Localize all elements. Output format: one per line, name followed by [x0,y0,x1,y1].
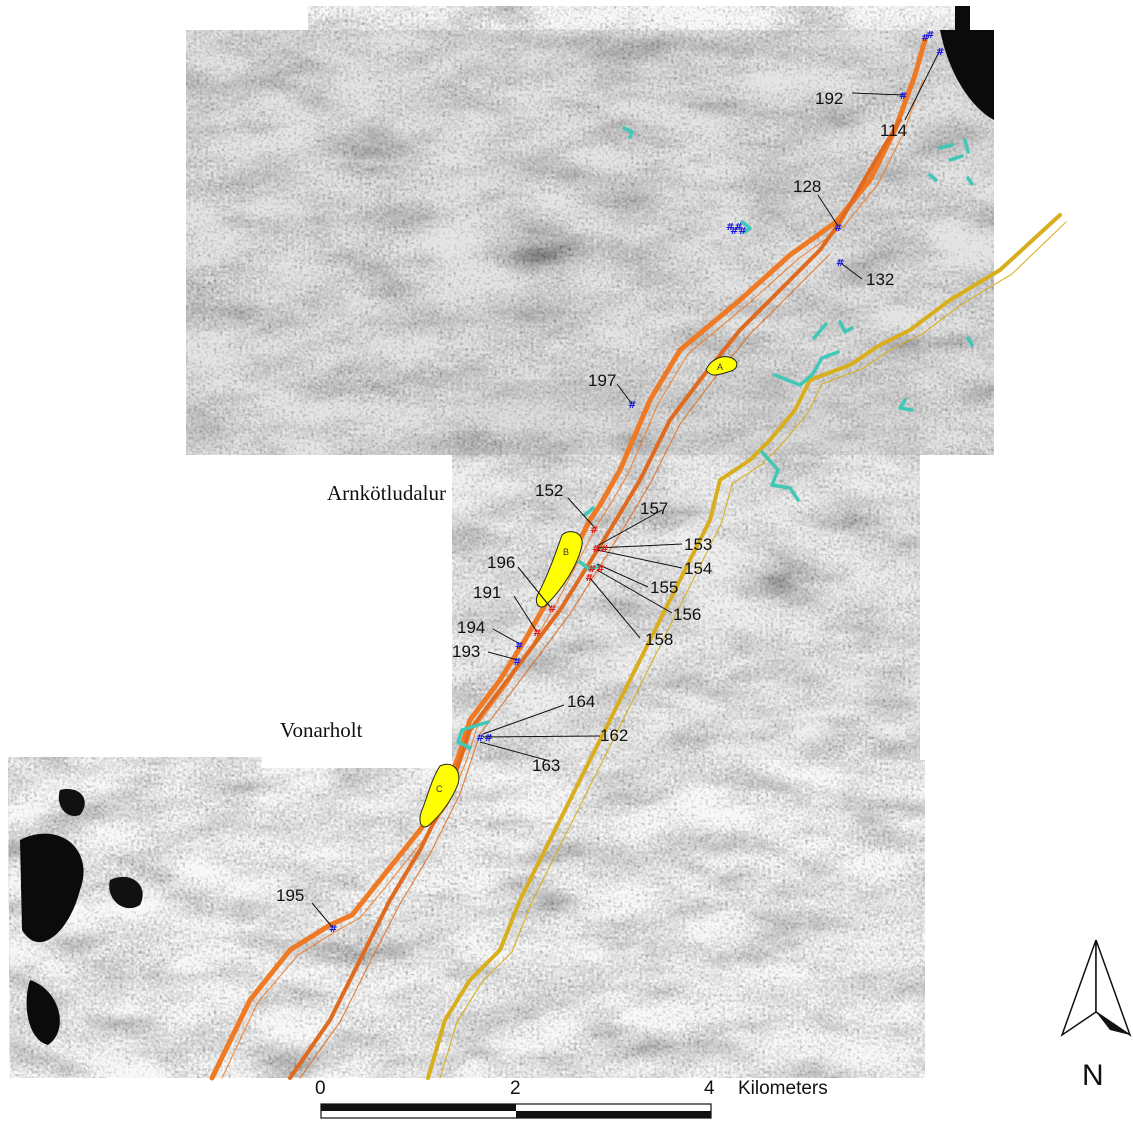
point-label-153: 153 [684,535,712,554]
place-label-arnkotludalur: Arnkötludalur [327,481,446,505]
sample-marker-152: # [590,525,598,536]
place-label-vonarholt: Vonarholt [280,718,363,742]
sample-marker-192: # [899,91,907,102]
fissure [578,560,600,572]
fault-orange-central [288,118,902,1080]
sample-marker-114-c: # [936,47,944,58]
lake [20,833,84,943]
point-label-155: 155 [650,578,678,597]
scale-tick-4: 4 [704,1078,715,1099]
scale-bar: 0 2 4 Kilometers [315,1078,828,1119]
faults [209,37,1067,1081]
lake [26,980,60,1045]
fault-yellow-east [426,213,1062,1080]
sample-marker-114-a: # [921,33,929,44]
fault-yellow-east-edge [439,221,1067,1079]
point-label-196: 196 [487,553,515,572]
point-label-163: 163 [532,756,560,775]
point-label-152: 152 [535,481,563,500]
coast-water [955,6,970,30]
fissure [838,320,854,334]
sample-marker-197: # [628,400,636,411]
area-b-label: B [563,547,569,557]
fissure [456,720,490,750]
point-label-154: 154 [684,559,712,578]
point-label-162: 162 [600,726,628,745]
point-label-114: 114 [880,121,907,140]
sample-marker-191: # [533,628,541,639]
sample-marker-158: # [585,573,593,584]
fissure [812,322,828,340]
scale-bar-segment [516,1111,711,1118]
scale-bar-segment [321,1104,516,1111]
sample-marker-195: # [329,924,337,935]
point-label-158: 158 [645,630,673,649]
point-label-191: 191 [473,583,501,602]
study-areas: A B C [419,356,738,828]
point-label-128: 128 [793,177,821,196]
point-label-197: 197 [588,371,616,390]
area-c: C [419,763,460,828]
north-arrow-right-half [1095,939,1132,1037]
area-a-label: A [717,362,723,372]
north-arrow-shade [1096,1012,1130,1035]
fault-orange-central-edge [299,253,831,1079]
coast-water [940,30,994,120]
sample-marker-128: # [834,223,842,234]
north-arrow-label: N [1082,1059,1104,1092]
fault-orange-west-edge [221,79,924,1079]
scale-unit: Kilometers [738,1078,828,1099]
sample-marker-cluster: ## [730,226,747,237]
point-label-192: 192 [815,89,843,108]
scale-tick-0: 0 [315,1078,326,1099]
fissure [966,176,974,186]
sample-marker-193: # [513,657,521,668]
lake [109,876,143,909]
sample-marker-132: # [836,258,844,269]
point-label-195: 195 [276,886,304,905]
point-label-156: 156 [673,605,701,624]
fissure [938,143,954,150]
area-a: A [705,356,738,376]
fissures [456,126,974,750]
point-label-164: 164 [567,692,595,711]
sample-marker-cluster: ## [726,222,743,233]
north-arrow-left-half [1060,939,1097,1037]
point-label-194: 194 [457,618,485,637]
point-labels: 192 114 128 132 197 152 157 153 154 155 … [276,89,907,905]
sample-marker-153: ## [592,544,609,555]
fissure [966,336,974,347]
fissure [760,450,800,502]
fissure [622,126,634,139]
fissure [898,398,914,412]
sample-marker-196: # [548,604,556,615]
fissure [963,138,970,154]
sample-marker-194: # [515,641,523,652]
fissure [928,173,938,182]
point-label-157: 157 [640,499,668,518]
leader-lines [311,49,941,929]
point-label-132: 132 [866,270,894,289]
fissure [948,154,964,162]
fissure [773,350,840,387]
sample-markers: # # # # # # ## ## # # ## ## # # # # # ##… [329,30,944,935]
sample-marker-162: ## [476,733,493,744]
lake [58,789,85,816]
scale-tick-2: 2 [510,1078,521,1099]
fissure [583,506,595,517]
point-label-193: 193 [452,642,480,661]
area-b: B [535,531,583,608]
sample-marker-114-b: # [926,30,934,41]
north-arrow: N [1060,939,1132,1092]
fissure [740,220,752,234]
sample-marker-155: ## [588,564,605,575]
area-c-label: C [436,784,443,794]
